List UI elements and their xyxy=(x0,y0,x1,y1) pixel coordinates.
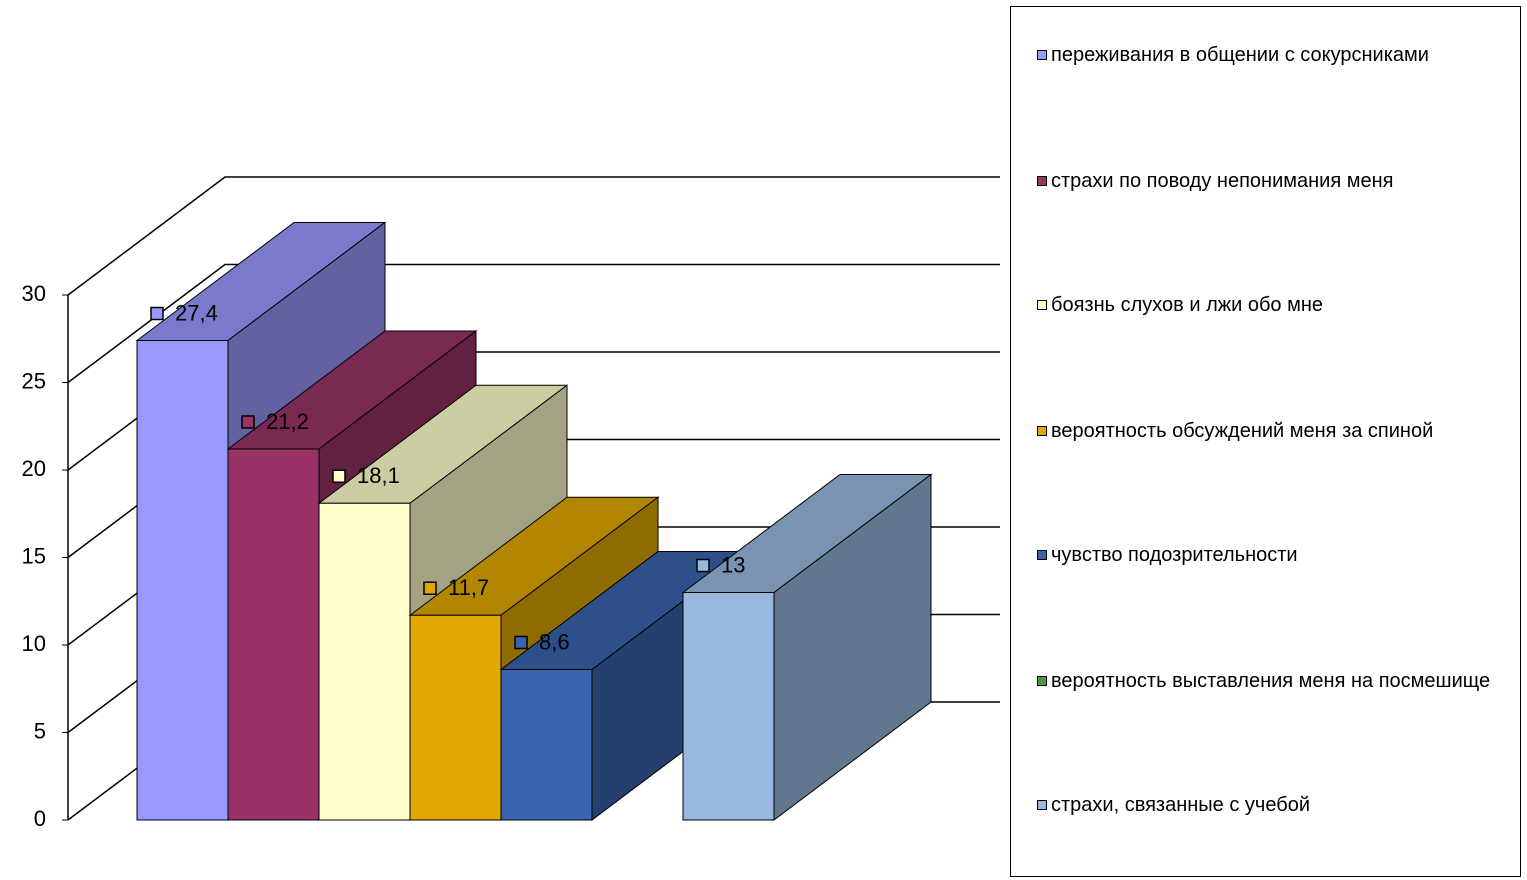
legend-swatch xyxy=(1037,676,1047,686)
label-marker xyxy=(423,581,437,595)
legend-label: боязнь слухов и лжи обо мне xyxy=(1051,294,1324,316)
y-tick-label: 10 xyxy=(22,631,46,656)
bar-front xyxy=(136,340,229,821)
bar-front xyxy=(409,614,502,821)
legend-swatch xyxy=(1037,300,1047,310)
legend-item: переживания в общении с сокурсниками xyxy=(1037,41,1517,69)
legend-label: вероятность выставления меня на посмешищ… xyxy=(1051,670,1491,692)
legend-swatch xyxy=(1037,550,1047,560)
legend-label: чувство подозрительности xyxy=(1051,544,1298,566)
y-tick-label: 5 xyxy=(34,718,46,743)
bar xyxy=(681,473,933,822)
legend-item: страхи, связанные с учебой xyxy=(1037,791,1517,819)
y-tick-label: 0 xyxy=(34,806,46,831)
legend-item: страхи по поводу непонимания меня xyxy=(1037,167,1517,195)
data-label: 21,2 xyxy=(266,409,309,434)
data-label: 11,7 xyxy=(448,575,489,600)
label-marker xyxy=(241,415,255,429)
y-tick-label: 25 xyxy=(22,368,46,393)
label-marker xyxy=(696,558,710,573)
legend-item: чувство подозрительности xyxy=(1037,541,1517,569)
legend-label: страхи по поводу непонимания меня xyxy=(1051,170,1394,192)
label-marker xyxy=(150,306,164,321)
legend: переживания в общении с сокурсниками стра… xyxy=(1010,6,1521,877)
label-marker xyxy=(332,469,346,483)
legend-swatch xyxy=(1037,800,1047,810)
bar-front xyxy=(500,669,593,821)
data-label: 27,4 xyxy=(175,300,218,325)
data-label: 13 xyxy=(721,552,745,577)
legend-item: вероятность обсуждений меня за спиной xyxy=(1037,417,1517,445)
grid-line xyxy=(67,176,1000,296)
legend-swatch xyxy=(1037,426,1047,436)
label-marker xyxy=(514,635,528,650)
data-label: 18,1 xyxy=(357,463,400,488)
legend-label: вероятность обсуждений меня за спиной xyxy=(1051,420,1434,442)
legend-item: боязнь слухов и лжи обо мне xyxy=(1037,291,1517,319)
legend-label: переживания в общении с сокурсниками xyxy=(1051,44,1429,66)
grid-line xyxy=(67,263,1000,384)
bar-front xyxy=(682,592,775,821)
chart: 0 5 10 15 20 25 30 27,4 21,2 18,1 11,7 8,6 13 xyxy=(22,176,1000,831)
legend-label: страхи, связанные с учебой xyxy=(1051,794,1310,816)
y-tick-label: 15 xyxy=(22,543,46,568)
data-label: 8,6 xyxy=(539,629,570,654)
legend-item: вероятность выставления меня на посмешищ… xyxy=(1037,667,1517,695)
legend-swatch xyxy=(1037,50,1047,60)
bar-front xyxy=(227,448,320,821)
y-tick-label: 30 xyxy=(22,281,46,306)
y-tick-label: 20 xyxy=(22,456,46,481)
bar-front xyxy=(318,502,411,821)
legend-swatch xyxy=(1037,176,1047,186)
